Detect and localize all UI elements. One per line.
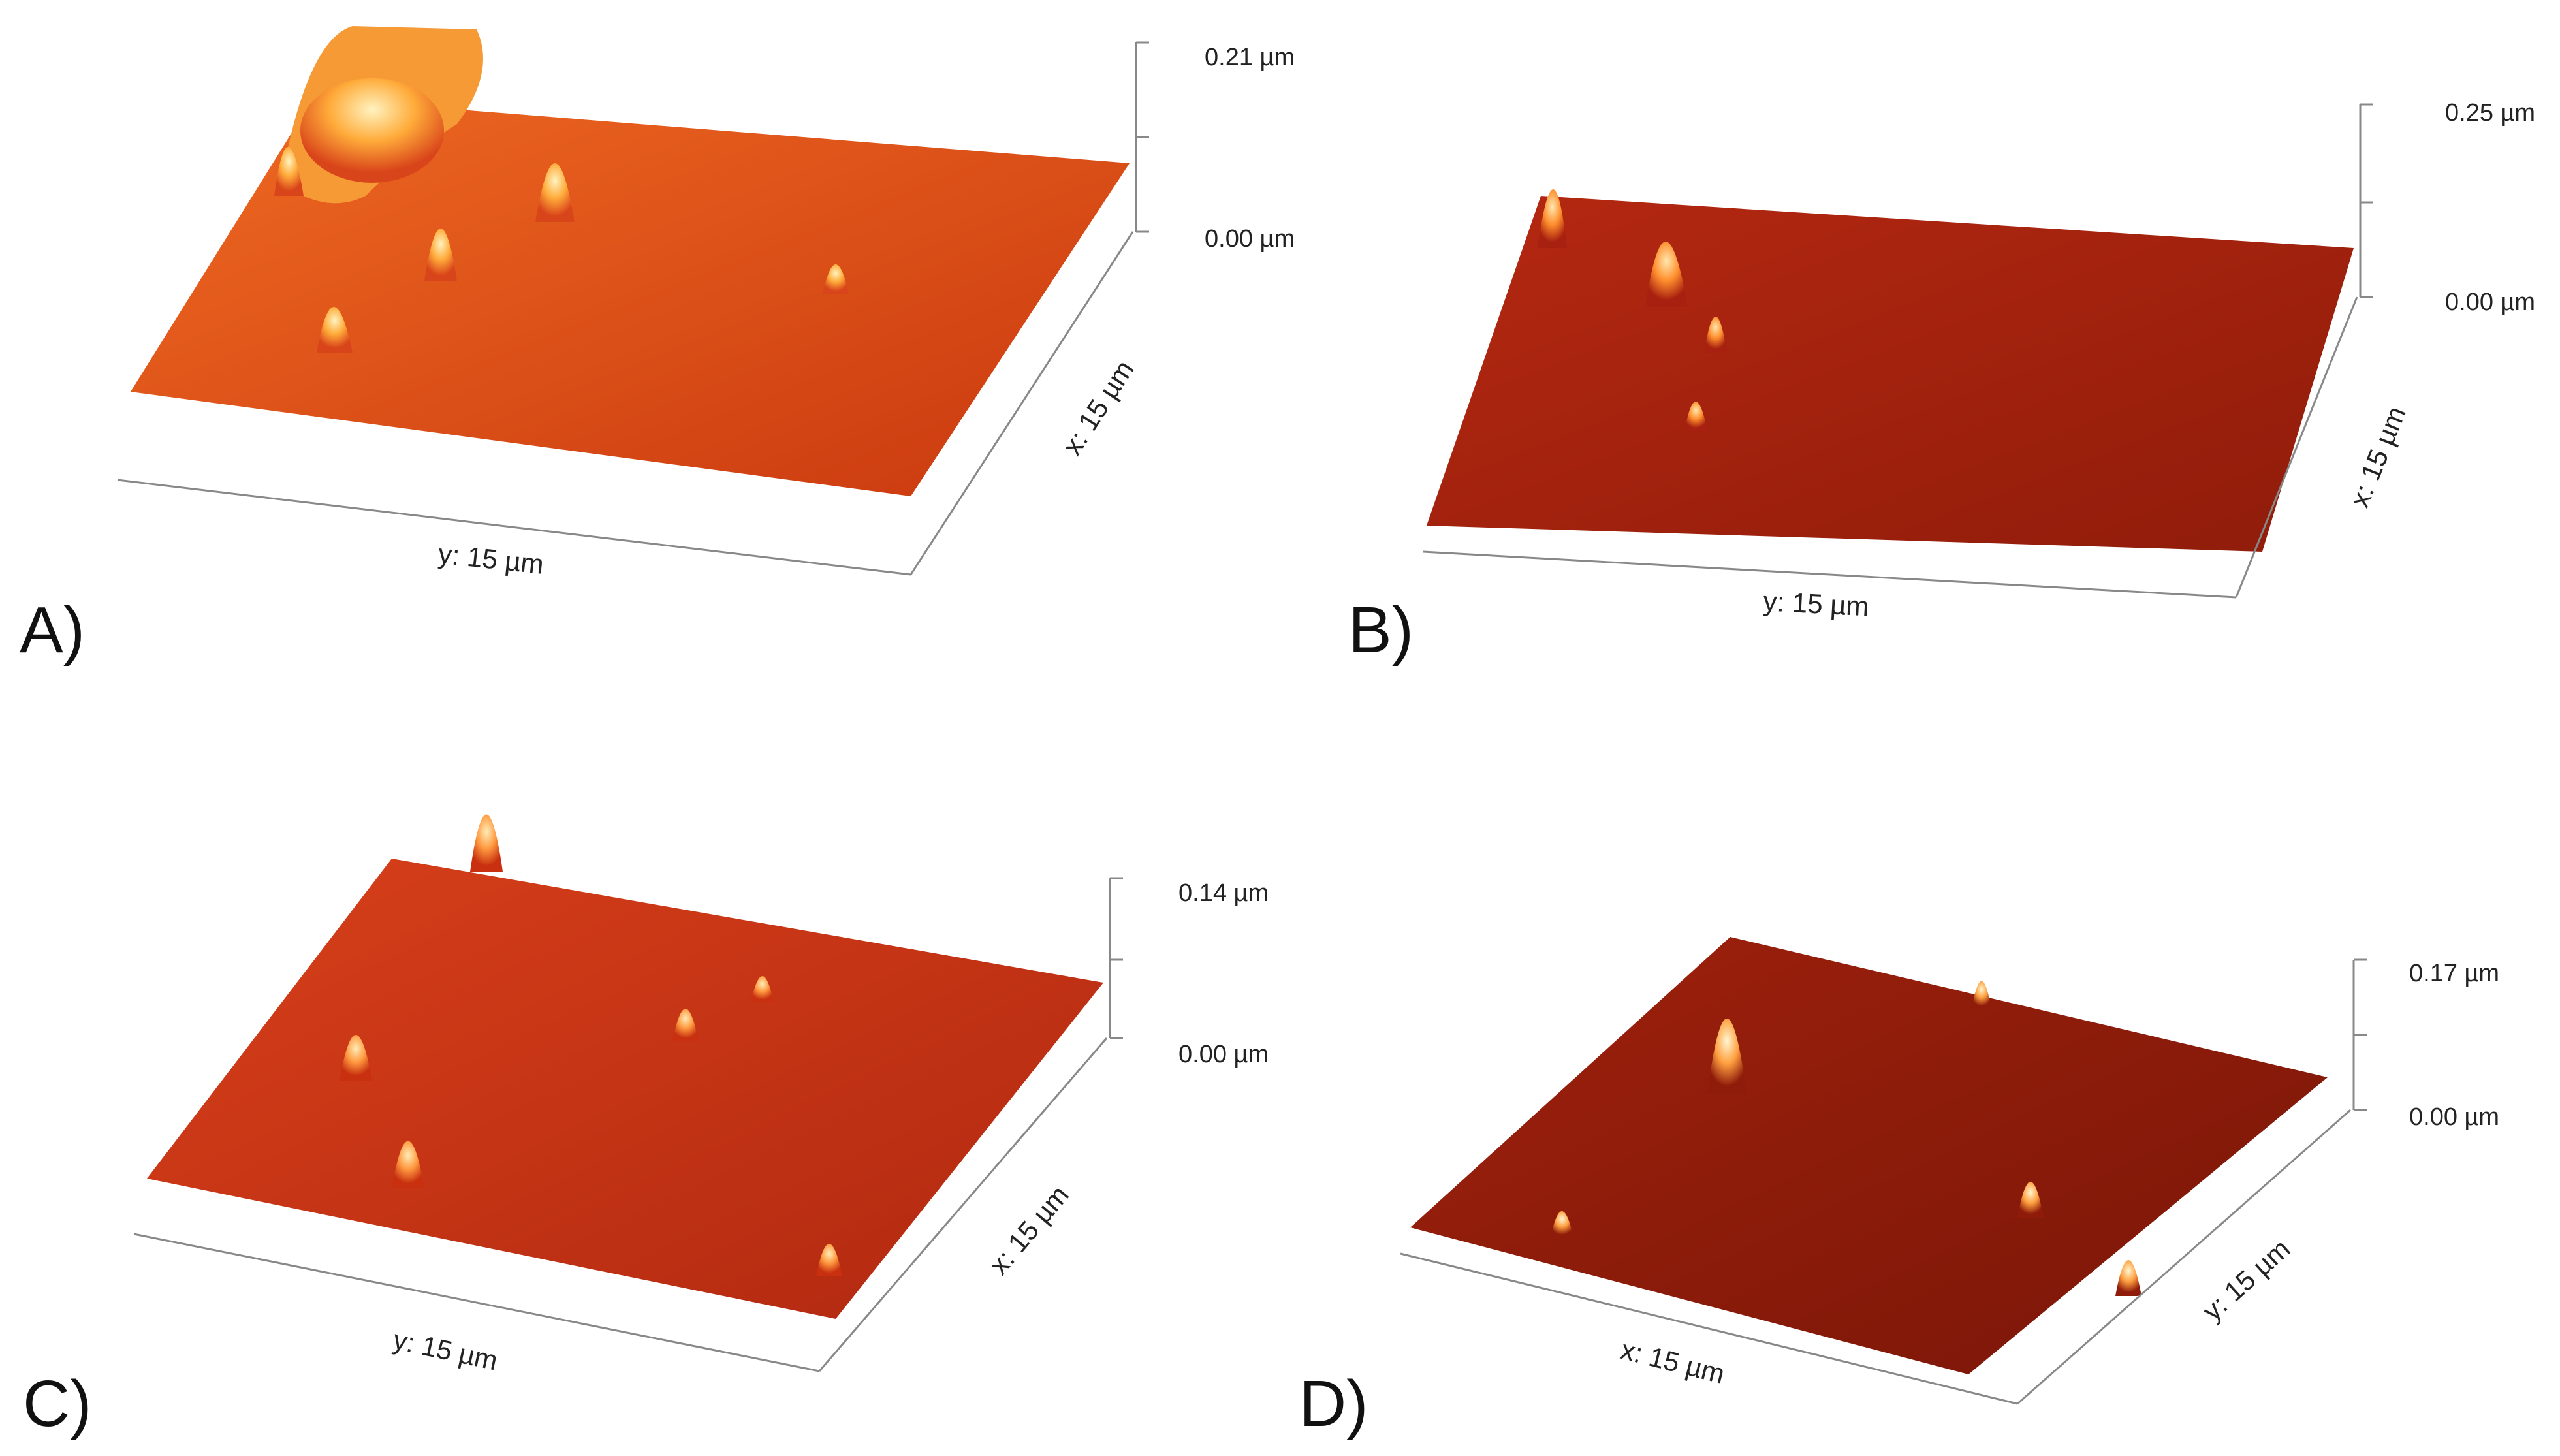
surface-peak: [300, 78, 444, 183]
x-axis-label: x: 15 µm: [1618, 1334, 1728, 1389]
surface-peak: [1645, 242, 1688, 307]
surface-peak: [672, 1009, 699, 1041]
surface-peak: [340, 1035, 372, 1081]
surface-peak: [392, 1141, 424, 1188]
surface-plate: [1410, 937, 2328, 1374]
surface-peak: [470, 814, 503, 872]
y-axis-line: [117, 479, 911, 576]
surface-peak: [535, 163, 575, 222]
panel-b: 0.25 µm 0.00 µm y: 15 µm x: 15 µm B): [1280, 0, 2560, 728]
y-axis-label: y: 15 µm: [437, 538, 545, 580]
y-axis-line: [133, 1233, 820, 1372]
surface-peak: [816, 1244, 842, 1276]
y-axis-line: [1423, 550, 2237, 599]
surface-peak: [1551, 1211, 1573, 1237]
z-max-label: 0.25 µm: [2445, 99, 2535, 127]
surface-peak: [2017, 1182, 2044, 1218]
x-axis-line: [909, 231, 1134, 575]
z-min-label: 0.00 µm: [2445, 289, 2535, 316]
panel-a: 0.21 µm 0.00 µm y: 15 µm x: 15 µm A): [0, 0, 1295, 728]
surface-peak: [1704, 317, 1727, 353]
afm-surface-b: 0.25 µm 0.00 µm y: 15 µm x: 15 µm: [1423, 99, 2535, 622]
z-max-label: 0.17 µm: [2409, 960, 2499, 987]
surface-peak: [1707, 1019, 1746, 1094]
surface-peak: [1684, 402, 1707, 431]
surface-peak: [424, 229, 457, 281]
surface-peak: [274, 147, 304, 196]
panel-label-a: A): [20, 593, 85, 667]
surface-plate: [147, 859, 1103, 1319]
panel-c: 0.14 µm 0.00 µm y: 15 µm x: 15 µm C): [0, 728, 1280, 1456]
y-axis-line: [2017, 1109, 2351, 1405]
x-axis-label: x: 15 µm: [983, 1180, 1075, 1280]
surface-peak: [317, 307, 353, 353]
surface-peak: [751, 976, 774, 1002]
z-min-label: 0.00 µm: [1205, 225, 1295, 253]
surface-peak: [2115, 1260, 2141, 1296]
z-min-label: 0.00 µm: [2409, 1103, 2499, 1131]
z-max-label: 0.21 µm: [1205, 44, 1295, 71]
surface-plate: [1427, 196, 2354, 552]
y-axis-label: y: 15 µm: [390, 1324, 500, 1376]
surface-plate: [131, 98, 1130, 496]
y-axis-label: y: 15 µm: [2197, 1233, 2296, 1326]
afm-surface-d: 0.17 µm 0.00 µm x: 15 µm y: 15 µm: [1400, 937, 2499, 1405]
x-axis-line: [818, 1037, 1108, 1372]
x-axis-label: x: 15 µm: [2344, 402, 2412, 512]
z-min-label: 0.00 µm: [1178, 1041, 1269, 1068]
x-axis-label: x: 15 µm: [1056, 355, 1140, 460]
afm-surface-a: 0.21 µm 0.00 µm y: 15 µm x: 15 µm: [117, 26, 1295, 580]
panel-d: 0.17 µm 0.00 µm x: 15 µm y: 15 µm D): [1280, 728, 2560, 1456]
surface-peak: [1538, 189, 1567, 248]
surface-peak: [823, 264, 849, 294]
panel-label-b: B): [1348, 593, 1414, 667]
z-max-label: 0.14 µm: [1178, 879, 1269, 907]
surface-peak: [1972, 981, 1991, 1009]
x-axis-line: [1400, 1252, 2018, 1405]
y-axis-label: y: 15 µm: [1763, 586, 1870, 622]
afm-surface-c: 0.14 µm 0.00 µm y: 15 µm x: 15 µm: [133, 814, 1269, 1376]
panel-label-c: C): [23, 1367, 92, 1440]
x-axis-line: [2235, 296, 2358, 598]
panel-label-d: D): [1299, 1367, 1368, 1440]
